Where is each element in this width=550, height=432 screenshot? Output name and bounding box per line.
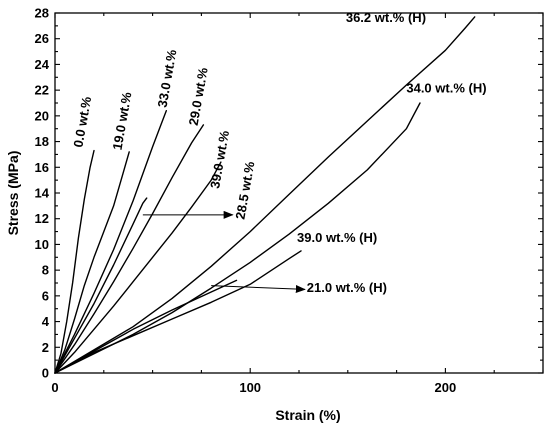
series-label: 0.0 wt.% bbox=[70, 95, 94, 149]
y-tick-label: 22 bbox=[35, 83, 49, 98]
series-label: 28.5 wt.% bbox=[232, 160, 257, 221]
y-tick-label: 28 bbox=[35, 6, 49, 21]
y-tick-label: 8 bbox=[42, 263, 49, 278]
series-label: 33.0 wt.% bbox=[155, 48, 180, 109]
x-tick-label: 100 bbox=[239, 380, 261, 395]
annotation-arrow bbox=[211, 285, 306, 294]
y-axis-title: Stress (MPa) bbox=[5, 151, 21, 236]
series-label: 39.0 wt.% bbox=[207, 129, 232, 190]
series-line bbox=[54, 109, 168, 374]
series-labels: 0.0 wt.% 19.0 wt.%33.0 wt.% 29.0 wt.%39.0 … bbox=[70, 10, 486, 295]
series-label: 34.0 wt.% (H) bbox=[406, 81, 486, 96]
series-line bbox=[54, 279, 238, 374]
y-tick-label: 4 bbox=[42, 314, 50, 329]
x-tick-label: 200 bbox=[435, 380, 457, 395]
series-label: 29.0 wt.% bbox=[186, 66, 211, 127]
y-tick-label: 10 bbox=[35, 237, 49, 252]
series-label: 39.0 wt.% (H) bbox=[297, 230, 377, 245]
y-tick-label: 26 bbox=[35, 31, 49, 46]
y-tick-label: 14 bbox=[35, 186, 50, 201]
y-tick-label: 20 bbox=[35, 108, 49, 123]
plot-area-border bbox=[54, 12, 544, 374]
series-label: 19.0 wt.% bbox=[110, 90, 135, 151]
series-line bbox=[54, 197, 148, 374]
y-tick-label: 2 bbox=[42, 340, 49, 355]
y-tick-label: 24 bbox=[35, 57, 50, 72]
series-line bbox=[54, 16, 476, 374]
series-line bbox=[54, 151, 130, 374]
series-lines bbox=[54, 16, 476, 374]
annotation-arrows bbox=[142, 210, 306, 294]
y-tick-label: 12 bbox=[35, 211, 49, 226]
y-tick-label: 16 bbox=[35, 160, 49, 175]
series-line bbox=[54, 250, 302, 374]
x-tick-label: 0 bbox=[51, 380, 58, 395]
series-line bbox=[54, 161, 222, 374]
y-tick-label: 0 bbox=[42, 366, 49, 381]
x-axis-title: Strain (%) bbox=[275, 407, 340, 423]
series-line bbox=[54, 149, 95, 374]
series-label: 21.0 wt.% (H) bbox=[307, 280, 387, 295]
series-label: 36.2 wt.% (H) bbox=[346, 10, 426, 25]
y-tick-label: 18 bbox=[35, 134, 49, 149]
plot-frame bbox=[54, 12, 544, 374]
series-line bbox=[54, 124, 205, 374]
y-tick-label: 6 bbox=[42, 288, 49, 303]
